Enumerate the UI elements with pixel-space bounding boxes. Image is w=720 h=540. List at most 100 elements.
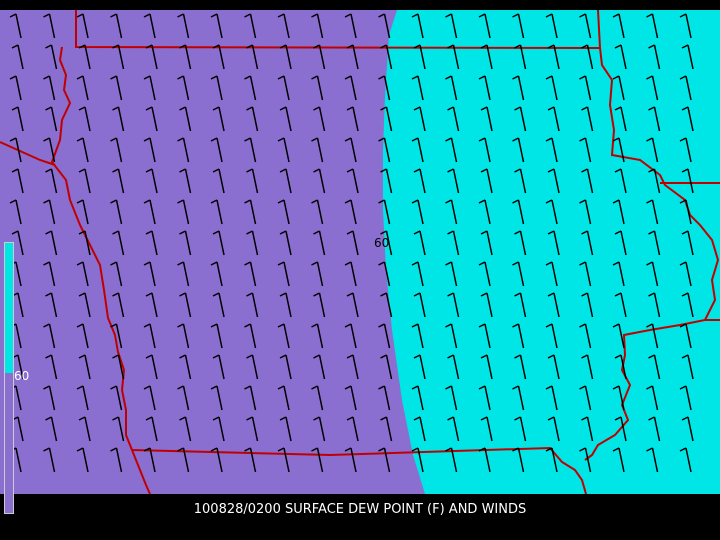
- wind-barb: [45, 230, 58, 256]
- wind-barb: [145, 168, 158, 194]
- wind-barb: [447, 106, 460, 132]
- wind-barb: [478, 13, 491, 39]
- wind-barb: [378, 447, 391, 473]
- wind-barb: [112, 168, 125, 194]
- wind-barb: [78, 44, 91, 70]
- wind-barb: [648, 168, 661, 194]
- wind-barb: [112, 354, 125, 380]
- wind-barb: [344, 13, 357, 39]
- wind-barb: [413, 168, 426, 194]
- wind-barb: [78, 416, 91, 442]
- wind-barb: [614, 416, 627, 442]
- wind-barb: [179, 292, 192, 318]
- wind-barb: [681, 292, 694, 318]
- color-legend: [4, 242, 14, 514]
- wind-barb: [445, 323, 458, 349]
- legend-high-swatch: [5, 243, 13, 373]
- wind-barb: [447, 292, 460, 318]
- wind-barb: [244, 323, 257, 349]
- wind-barb: [112, 292, 125, 318]
- wind-barb: [344, 75, 357, 101]
- wind-barb: [646, 75, 659, 101]
- wind-barb: [9, 13, 22, 39]
- wind-barb: [78, 354, 91, 380]
- wind-barb: [478, 261, 491, 287]
- wind-barb: [478, 199, 491, 225]
- wind-barb: [313, 354, 326, 380]
- wind-barb: [478, 385, 491, 411]
- wind-barb: [679, 261, 692, 287]
- wind-barb: [547, 168, 560, 194]
- wind-barb: [76, 447, 89, 473]
- wind-barb: [514, 292, 527, 318]
- wind-barb: [279, 354, 292, 380]
- wind-barb: [378, 323, 391, 349]
- wind-barb: [45, 168, 58, 194]
- wind-barb: [646, 199, 659, 225]
- wind-barb: [378, 13, 391, 39]
- wind-barb: [311, 75, 324, 101]
- wind-barb: [279, 416, 292, 442]
- wind-barb: [478, 323, 491, 349]
- legend-label: 60: [14, 369, 30, 383]
- wind-barb: [311, 261, 324, 287]
- wind-barb: [380, 292, 393, 318]
- wind-barb: [43, 13, 56, 39]
- wind-barb: [581, 44, 594, 70]
- wind-barb: [311, 323, 324, 349]
- wind-barb: [43, 261, 56, 287]
- wind-barb: [112, 416, 125, 442]
- wind-barb: [313, 292, 326, 318]
- wind-barb: [145, 106, 158, 132]
- wind-barb: [614, 106, 627, 132]
- wind-barb: [413, 292, 426, 318]
- wind-barb: [547, 292, 560, 318]
- wind-barb: [313, 44, 326, 70]
- wind-barb: [177, 199, 190, 225]
- wind-barb: [547, 416, 560, 442]
- wind-barb: [112, 44, 125, 70]
- wind-barb: [612, 261, 625, 287]
- wind-barb: [246, 354, 259, 380]
- wind-barb: [177, 261, 190, 287]
- wind-barb: [545, 199, 558, 225]
- wind-barb: [76, 323, 89, 349]
- wind-barb: [110, 137, 123, 163]
- wind-barb: [679, 323, 692, 349]
- wind-barb: [579, 13, 592, 39]
- wind-barb: [177, 137, 190, 163]
- wind-barb: [648, 416, 661, 442]
- wind-barb: [244, 447, 257, 473]
- wind-barb: [579, 75, 592, 101]
- border-north: [75, 9, 602, 50]
- wind-barb: [143, 199, 156, 225]
- wind-barb: [279, 106, 292, 132]
- wind-barb: [679, 385, 692, 411]
- map-caption: 100828/0200 SURFACE DEW POINT (F) AND WI…: [193, 502, 527, 517]
- wind-barb: [145, 354, 158, 380]
- wind-barb: [612, 199, 625, 225]
- wind-barb: [480, 292, 493, 318]
- wind-barb: [612, 137, 625, 163]
- wind-barb: [648, 230, 661, 256]
- wind-barb: [277, 13, 290, 39]
- wind-barb: [646, 137, 659, 163]
- wind-barb: [480, 106, 493, 132]
- wind-barb: [547, 354, 560, 380]
- wind-barb: [514, 354, 527, 380]
- wind-barb: [344, 447, 357, 473]
- wind-barb: [179, 168, 192, 194]
- wind-barb: [177, 323, 190, 349]
- wind-barb: [246, 230, 259, 256]
- wind-barb: [411, 13, 424, 39]
- wind-barb: [9, 137, 22, 163]
- wind-barb: [681, 44, 694, 70]
- wind-barb: [177, 13, 190, 39]
- wind-barb: [311, 137, 324, 163]
- wind-barb: [679, 447, 692, 473]
- wind-barb: [445, 385, 458, 411]
- wind-barb: [411, 137, 424, 163]
- wind-barb: [244, 137, 257, 163]
- wind-barb: [445, 13, 458, 39]
- wind-barb: [244, 261, 257, 287]
